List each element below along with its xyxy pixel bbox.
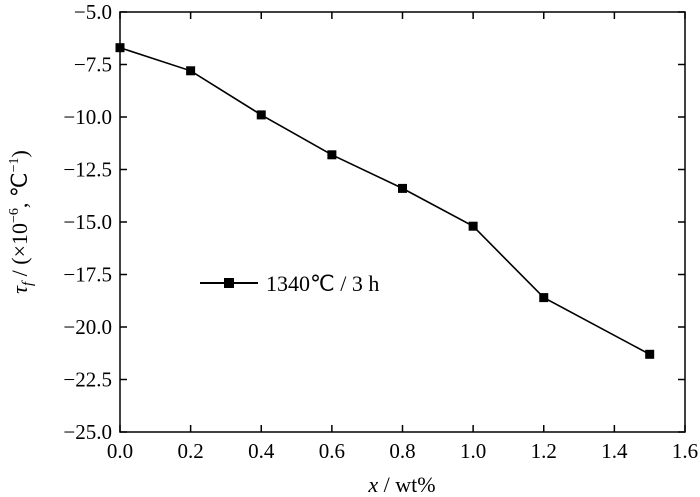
y-tick-label: −5.0 xyxy=(74,0,112,24)
x-tick-label: 0.4 xyxy=(248,439,275,463)
x-tick-label: 0.2 xyxy=(178,439,204,463)
x-axis: 0.0 0.2 0.4 0.6 0.8 1.0 1.2 1.4 1.6 xyxy=(107,12,698,463)
x-tick-label: 0.0 xyxy=(107,439,133,463)
x-tick-label: 1.0 xyxy=(460,439,486,463)
x-tick-label: 1.2 xyxy=(531,439,557,463)
legend-label: 1340℃ / 3 h xyxy=(266,271,379,296)
y-tick-label: −22.5 xyxy=(63,368,112,392)
y-axis: −5.0 −7.5 −10.0 −12.5 −15.0 −17.5 −20.0 −22.5 −2… xyxy=(63,0,685,444)
data-point xyxy=(256,110,266,120)
y-axis-title: τf / (×10−6, ℃−1) xyxy=(7,150,36,294)
data-point xyxy=(398,183,407,193)
legend-marker xyxy=(224,278,234,288)
y-tick-label: −25.0 xyxy=(63,420,112,444)
data-point xyxy=(186,66,196,76)
y-tick-label: −12.5 xyxy=(63,158,112,182)
x-tick-label: 0.6 xyxy=(319,439,345,463)
data-point xyxy=(327,150,337,160)
x-axis-title: x / wt% xyxy=(367,472,435,497)
series-line xyxy=(119,46,651,356)
x-tick-label: 0.8 xyxy=(389,439,415,463)
y-tick-label: −7.5 xyxy=(74,53,112,77)
legend: 1340℃ / 3 h xyxy=(200,271,379,296)
data-point xyxy=(115,43,125,53)
data-point xyxy=(539,293,549,303)
y-tick-label: −15.0 xyxy=(63,210,112,234)
series-layer xyxy=(115,43,655,359)
x-tick-label: 1.4 xyxy=(601,439,628,463)
plot-frame xyxy=(119,11,686,433)
y-tick-label: −10.0 xyxy=(63,105,112,129)
x-tick-label: 1.6 xyxy=(672,439,698,463)
data-point xyxy=(645,349,655,359)
y-tick-label: −17.5 xyxy=(63,263,112,287)
data-point xyxy=(468,221,478,231)
y-tick-label: −20.0 xyxy=(63,315,112,339)
